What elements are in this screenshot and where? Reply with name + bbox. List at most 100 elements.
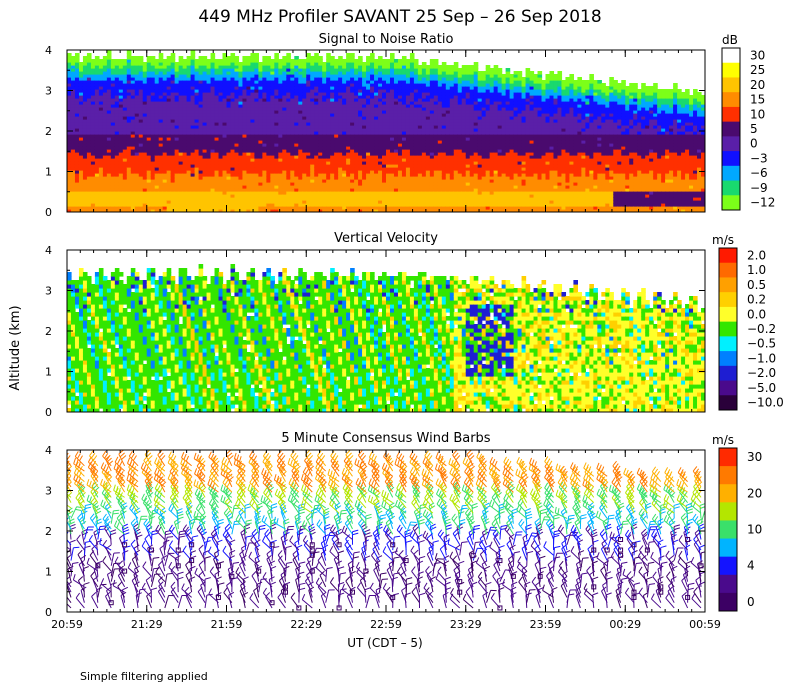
snr-cell — [374, 143, 379, 147]
snr-cell — [270, 122, 275, 126]
snr-cell — [274, 194, 279, 198]
snr-cell — [67, 194, 72, 198]
snr-cell — [242, 110, 248, 114]
snr-cell — [86, 92, 92, 96]
snr-cell — [326, 77, 331, 81]
snr-cell — [370, 191, 375, 195]
snr-cell — [378, 179, 383, 183]
snr-cell — [182, 131, 188, 135]
snr-cell — [226, 152, 232, 156]
snr-cell — [322, 107, 327, 111]
snr-cell — [162, 146, 168, 150]
snr-cell — [90, 77, 96, 81]
snr-cell — [386, 95, 391, 99]
snr-cell — [134, 173, 140, 177]
snr-cell — [405, 68, 411, 72]
snr-cell — [114, 179, 120, 183]
snr-cell — [382, 116, 387, 120]
snr-cell — [178, 167, 184, 171]
snr-cell — [370, 155, 375, 159]
snr-cell — [118, 191, 124, 195]
snr-cell — [126, 50, 132, 54]
snr-cell — [278, 200, 283, 204]
snr-cell — [282, 167, 287, 171]
snr-cell — [326, 107, 331, 111]
snr-cell — [222, 116, 228, 120]
snr-cell — [186, 176, 192, 180]
snr-cell — [310, 128, 315, 132]
snr-cell — [342, 74, 347, 78]
snr-cell — [254, 80, 259, 84]
snr-cell — [322, 83, 327, 87]
snr-cell — [82, 149, 88, 153]
snr-cell — [354, 86, 359, 90]
snr-cell — [214, 113, 220, 117]
snr-cell — [74, 128, 80, 132]
snr-cell — [226, 116, 232, 120]
snr-cell — [286, 77, 291, 81]
snr-cell — [302, 65, 307, 69]
snr-cell — [421, 182, 427, 186]
snr-cell — [70, 98, 76, 102]
snr-cell — [294, 92, 299, 96]
snr-cell — [358, 62, 363, 66]
snr-cell — [110, 113, 116, 117]
snr-cell — [306, 134, 311, 138]
snr-cell — [401, 134, 407, 138]
snr-cell — [226, 209, 232, 212]
snr-cell — [389, 89, 395, 93]
snr-cell — [78, 137, 84, 141]
snr-cell — [389, 113, 395, 117]
snr-cell — [322, 170, 327, 174]
snr-cell — [138, 179, 144, 183]
snr-cell — [413, 182, 419, 186]
snr-cell — [278, 80, 283, 84]
snr-cell — [190, 89, 196, 93]
snr-cell — [433, 80, 439, 84]
snr-cell — [278, 110, 283, 114]
snr-cell — [262, 56, 267, 60]
snr-cell — [413, 119, 419, 123]
snr-cell — [270, 101, 275, 105]
snr-cell — [198, 95, 204, 99]
snr-cell — [286, 62, 291, 66]
snr-cell — [282, 116, 287, 120]
snr-cell — [238, 167, 244, 171]
snr-cell — [334, 179, 339, 183]
snr-cell — [358, 74, 363, 78]
snr-cell — [222, 137, 228, 141]
snr-cell — [370, 149, 375, 153]
snr-cell — [362, 107, 367, 111]
snr-cell — [67, 131, 72, 135]
snr-cell — [441, 185, 447, 189]
snr-cell — [250, 131, 256, 135]
snr-cell — [67, 164, 72, 168]
snr-cell — [178, 107, 184, 111]
snr-cell — [102, 173, 108, 177]
snr-cell — [409, 167, 415, 171]
snr-cell — [218, 158, 224, 162]
snr-cell — [378, 206, 383, 210]
snr-cell — [150, 200, 156, 204]
snr-cell — [274, 206, 279, 210]
snr-cell — [222, 173, 228, 177]
snr-cell — [342, 98, 347, 102]
snr-cell — [278, 143, 283, 147]
snr-cell — [374, 206, 379, 210]
snr-cell — [294, 161, 299, 165]
snr-cell — [405, 149, 411, 153]
snr-cell — [154, 62, 160, 66]
snr-cell — [206, 185, 212, 189]
snr-cell — [421, 68, 427, 72]
snr-cell — [322, 191, 327, 195]
snr-cell — [366, 200, 371, 204]
snr-cell — [94, 137, 100, 141]
snr-cell — [425, 137, 431, 141]
snr-cell — [258, 65, 263, 69]
snr-cell — [74, 182, 80, 186]
snr-cell — [310, 134, 315, 138]
snr-cell — [429, 179, 435, 183]
snr-cell — [358, 170, 363, 174]
snr-cell — [190, 149, 196, 153]
snr-cell — [90, 101, 96, 105]
